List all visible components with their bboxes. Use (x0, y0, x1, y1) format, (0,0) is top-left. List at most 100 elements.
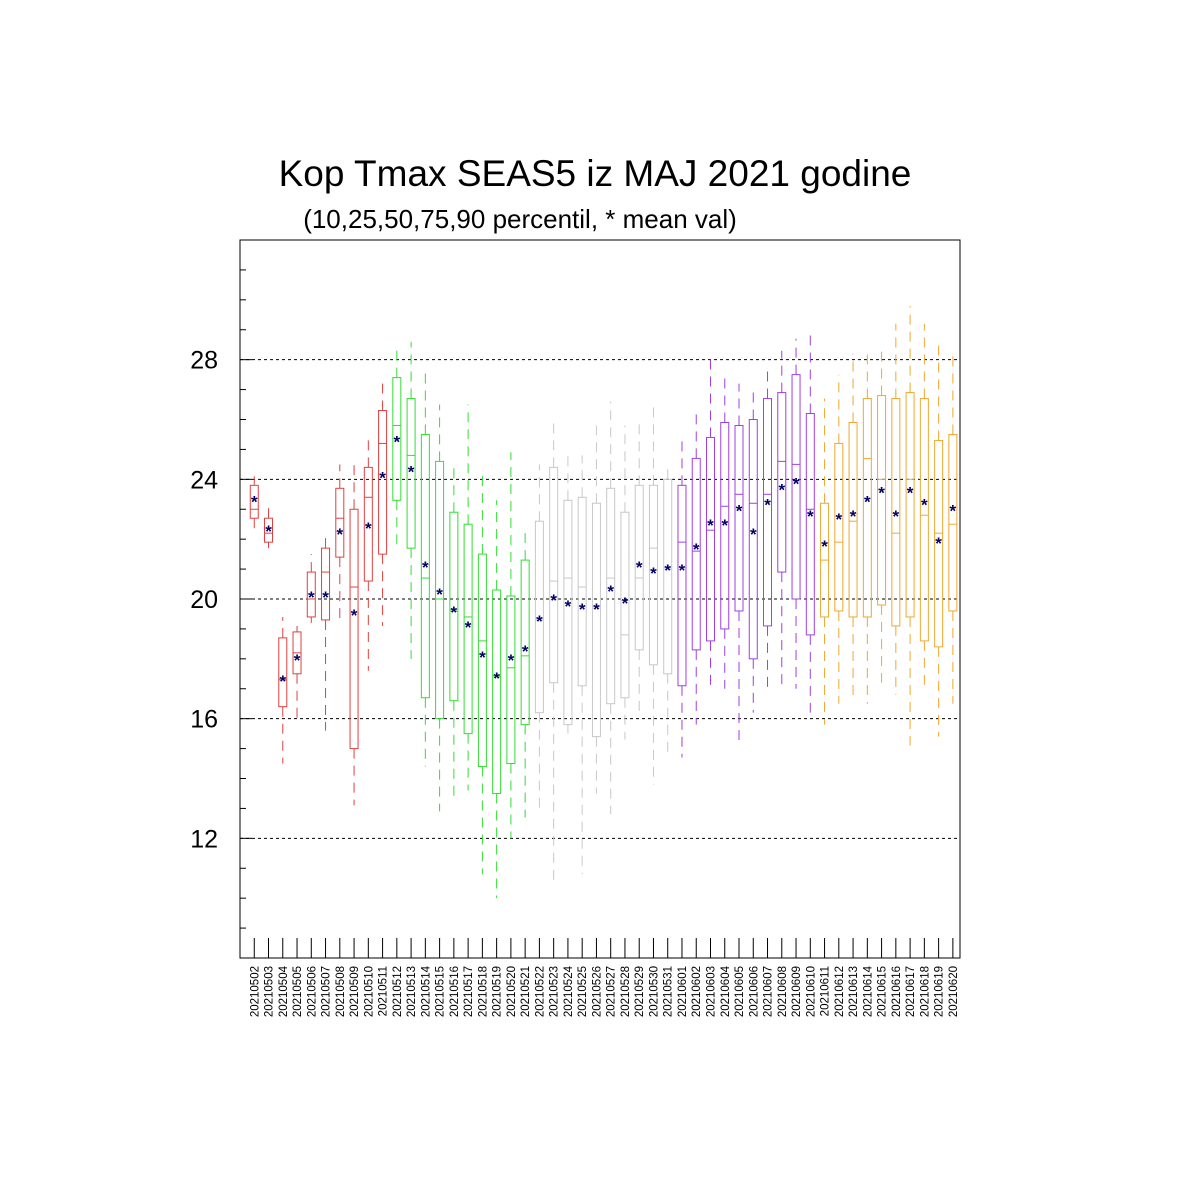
box-20210612: * (834, 374, 844, 704)
x-tick-label: 20210515 (435, 966, 447, 1017)
iqr-box (620, 511, 630, 699)
x-tick-label: 20210602 (691, 966, 703, 1017)
iqr-box (919, 398, 929, 642)
iqr-box (691, 457, 701, 651)
x-tick-label: 20210607 (763, 966, 775, 1017)
x-tick-label: 20210502 (249, 966, 261, 1017)
mean-marker: * (793, 474, 800, 493)
box-20210609: * (791, 338, 801, 689)
x-tick-label: 20210604 (720, 965, 732, 1017)
mean-marker: * (508, 651, 515, 670)
iqr-box (278, 637, 288, 708)
mean-marker: * (379, 468, 386, 487)
mean-marker: * (579, 600, 586, 619)
y-tick-label: 12 (190, 825, 218, 853)
mean-marker: * (664, 561, 671, 580)
y-axis: 12 16 20 24 28 (190, 269, 252, 929)
x-tick-label: 20210618 (919, 966, 931, 1017)
x-tick-label: 20210605 (734, 966, 746, 1017)
x-tick-label: 20210608 (777, 966, 789, 1017)
box-20210618: * (919, 323, 929, 689)
mean-marker: * (565, 597, 572, 616)
box-20210508: * (335, 464, 345, 623)
box-20210518: * (477, 470, 487, 875)
x-tick-label: 20210508 (335, 966, 347, 1017)
x-tick-label: 20210509 (349, 966, 361, 1017)
mean-marker: * (536, 612, 543, 631)
iqr-box (591, 502, 601, 738)
box-20210601: * (677, 437, 687, 758)
iqr-box (705, 436, 715, 642)
iqr-box (905, 392, 915, 618)
mean-marker: * (736, 501, 743, 520)
mean-marker: * (465, 618, 472, 637)
x-tick-label: 20210514 (420, 965, 432, 1017)
iqr-box (663, 478, 673, 675)
mean-marker: * (750, 525, 757, 544)
box-20210531: * (663, 467, 673, 755)
box-20210524: * (563, 455, 573, 734)
iqr-box (534, 520, 544, 714)
x-tick-label: 20210611 (820, 966, 832, 1016)
box-20210503: * (264, 506, 274, 549)
box-20210515: * (435, 404, 445, 812)
box-20210615: * (877, 347, 887, 683)
iqr-box (349, 508, 359, 750)
box-20210619: * (934, 344, 944, 737)
box-20210505: * (292, 625, 302, 719)
y-tick-label: 28 (190, 347, 218, 375)
iqr-box (834, 442, 844, 612)
iqr-box (449, 511, 459, 702)
box-20210520: * (506, 452, 516, 839)
mean-marker: * (351, 606, 358, 625)
box-20210504: * (278, 616, 288, 764)
x-tick-label: 20210619 (934, 966, 946, 1017)
x-tick-label: 20210609 (791, 966, 803, 1017)
mean-marker: * (850, 507, 857, 526)
x-tick-label: 20210513 (406, 966, 418, 1017)
box-20210527: * (606, 401, 616, 815)
mean-marker: * (493, 669, 500, 688)
x-tick-label: 20210526 (591, 966, 603, 1017)
plot-frame (239, 239, 961, 959)
box-20210613: * (848, 353, 858, 698)
iqr-box (563, 499, 573, 726)
x-tick-label: 20210603 (705, 966, 717, 1017)
iqr-box (748, 419, 758, 660)
x-tick-label: 20210606 (748, 966, 760, 1017)
box-20210514: * (420, 368, 430, 767)
x-tick-label: 20210519 (492, 966, 504, 1017)
x-tick-label: 20210512 (392, 966, 404, 1017)
mean-marker: * (835, 510, 842, 529)
x-tick-label: 20210614 (862, 965, 874, 1017)
y-tick-label: 16 (190, 706, 218, 734)
box-20210510: * (363, 434, 373, 671)
box-20210502: * (249, 476, 259, 531)
iqr-box (463, 523, 473, 735)
y-tick-label: 20 (190, 586, 218, 614)
box-20210611: * (820, 398, 830, 725)
x-tick-label: 20210524 (563, 965, 575, 1017)
iqr-box (363, 466, 373, 582)
box-20210605: * (734, 383, 744, 743)
mean-marker: * (251, 492, 258, 511)
x-tick-label: 20210620 (948, 966, 960, 1017)
x-tick-label: 20210612 (834, 966, 846, 1017)
x-tick-label: 20210615 (877, 966, 889, 1017)
iqr-box (734, 424, 744, 612)
mean-marker: * (593, 600, 600, 619)
iqr-box (634, 484, 644, 651)
mean-marker: * (279, 672, 286, 691)
iqr-box (378, 410, 388, 555)
box-20210530: * (648, 407, 658, 785)
iqr-box (477, 553, 487, 768)
iqr-box (321, 547, 331, 621)
box-20210602: * (691, 410, 701, 725)
box-20210617: * (905, 305, 915, 746)
box-20210604: * (720, 371, 730, 689)
mean-marker: * (693, 540, 700, 559)
iqr-box (406, 398, 416, 549)
x-tick-label: 20210511 (378, 966, 390, 1016)
mean-marker: * (479, 648, 486, 667)
iqr-box (862, 398, 872, 618)
